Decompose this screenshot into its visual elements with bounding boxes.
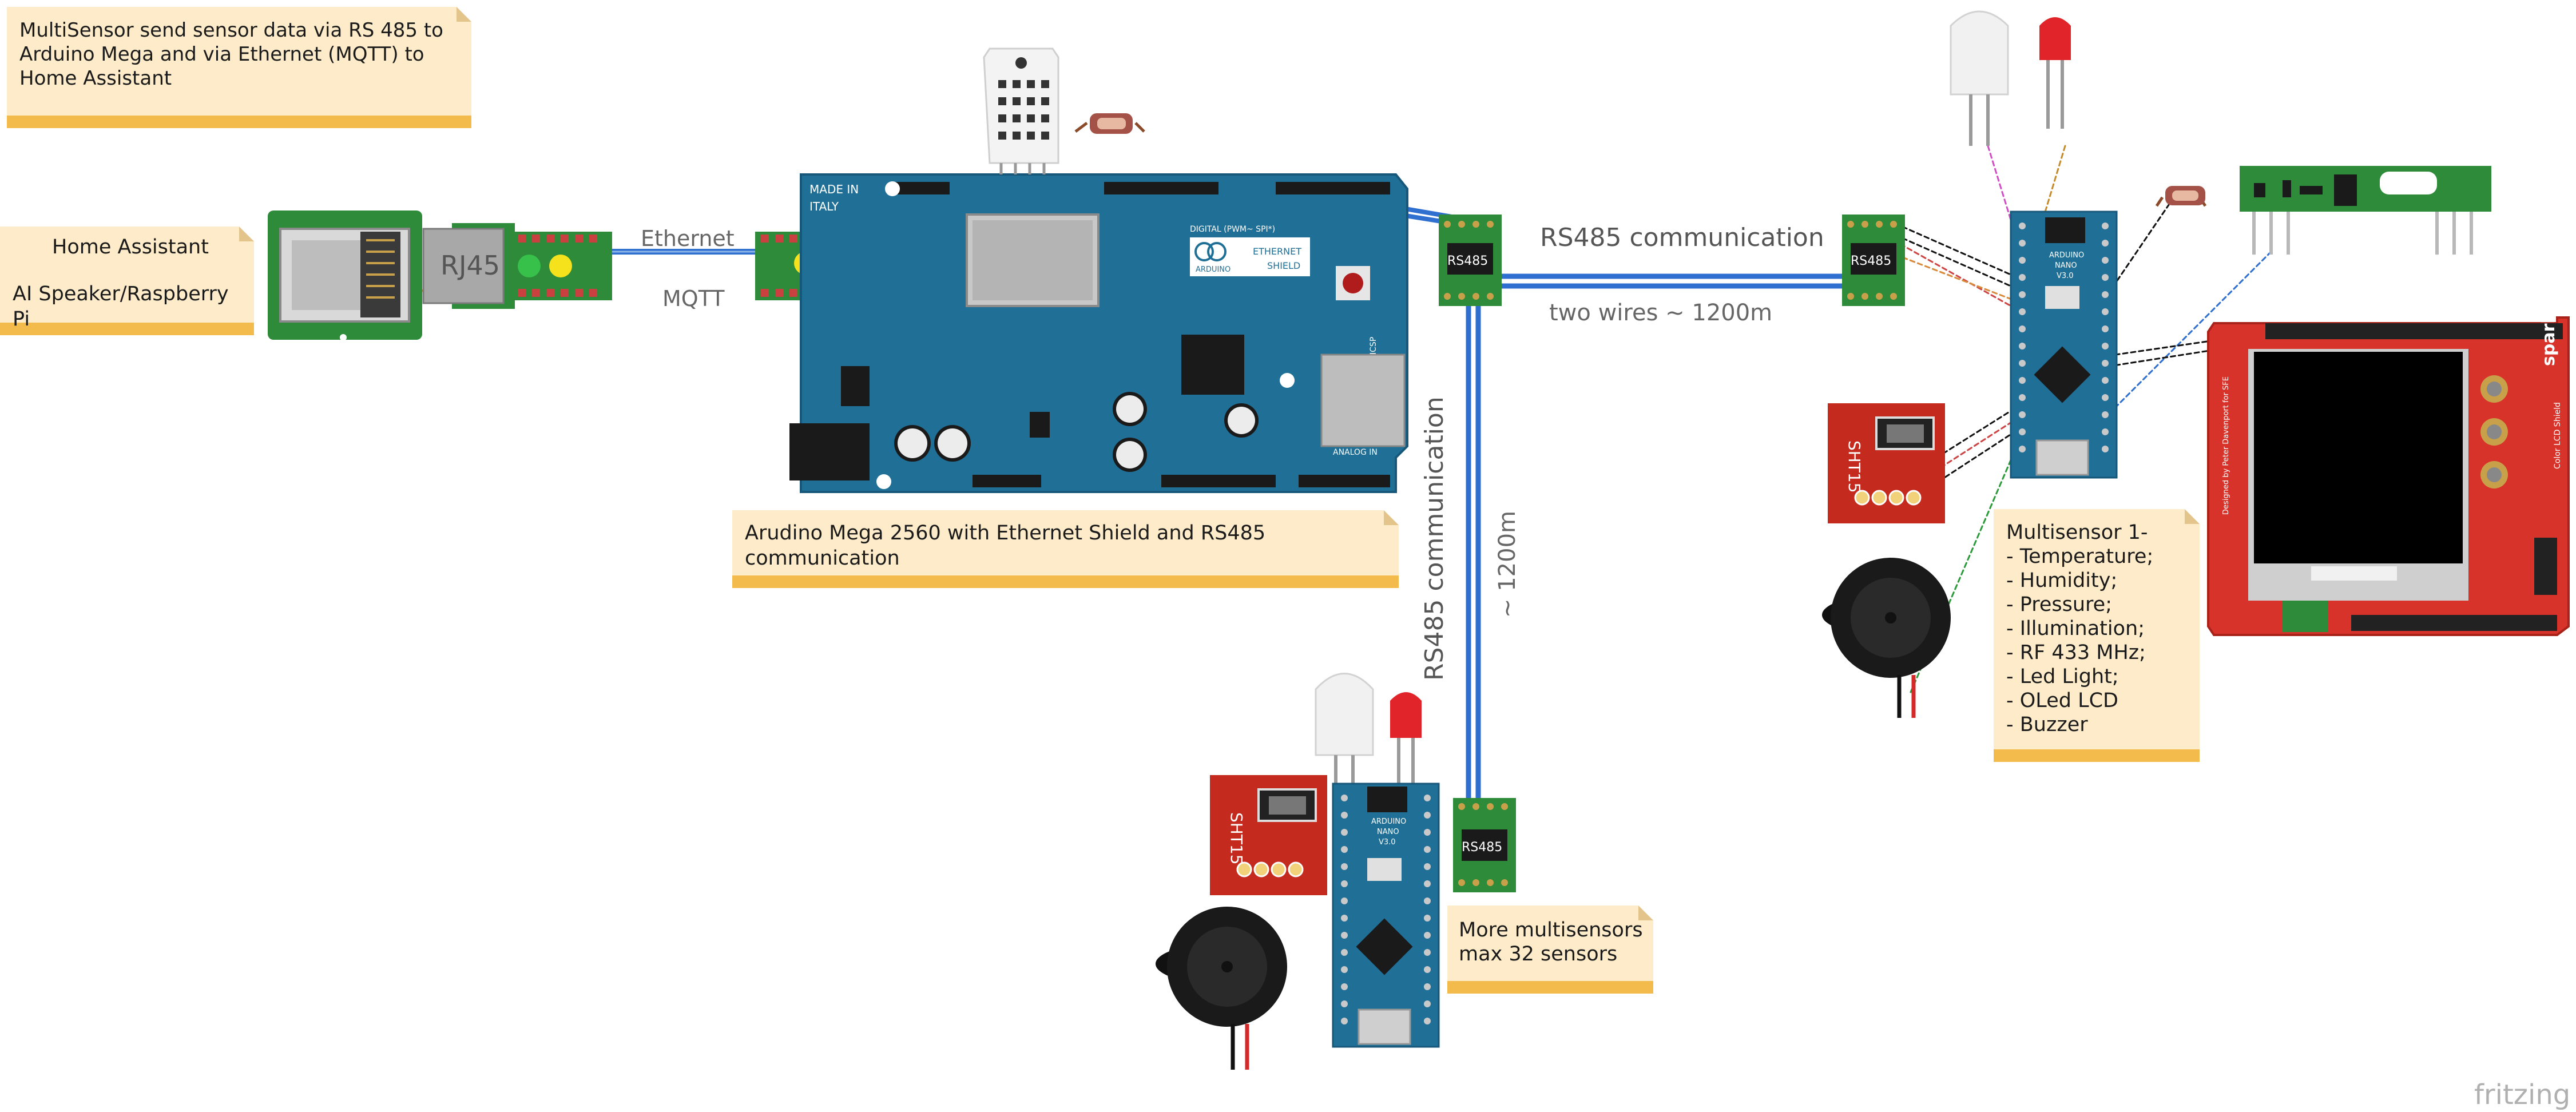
- digital-label: DIGITAL (PWM~ SPI*): [1190, 225, 1275, 234]
- nano1-arduino-label: ARDUINO: [2049, 251, 2084, 260]
- two-wires-label: two wires ~ 1200m: [1549, 300, 1772, 326]
- sht15-label-1: SHT15: [1845, 440, 1864, 493]
- multisensor-item: - RF 433 MHz;: [2006, 641, 2146, 664]
- rj45-breakout-left: [515, 232, 612, 300]
- multisensor-note: Multisensor 1- - Temperature; - Humidity…: [1994, 509, 2200, 762]
- red-led-2: [1390, 692, 1422, 792]
- red-led-1: [2039, 17, 2071, 129]
- icsp-label: ICSP: [1369, 337, 1378, 355]
- sht15-sensor-2: SHT15: [1210, 775, 1327, 895]
- multisensor-item: - OLed LCD: [2006, 689, 2118, 712]
- sparkfun-label: sparkfun.com: [2539, 234, 2559, 366]
- rs485-module-mega: RS485: [1439, 215, 1502, 306]
- rf433-receiver: [2240, 166, 2491, 255]
- intro-text: MultiSensor send sensor data via RS 485 …: [19, 19, 443, 90]
- buzzer-1: [1822, 558, 1951, 718]
- rs485-communication-label: RS485 communication: [1540, 223, 1824, 252]
- sparkfun-design-label: Designed by Peter Davenport for SFE: [2222, 376, 2230, 515]
- rs485-label-mega: RS485: [1447, 254, 1488, 268]
- multisensor-item: - Pressure;: [2006, 593, 2112, 616]
- nano2-version-label: V3.0: [1379, 838, 1396, 847]
- multisensor-item: - Humidity;: [2006, 569, 2118, 592]
- shield-label: SHIELD: [1267, 260, 1300, 271]
- intro-note: MultiSensor send sensor data via RS 485 …: [7, 7, 471, 128]
- ethernet-label-text: Ethernet: [641, 226, 735, 251]
- sparkfun-color-lcd-shield: sparkfun.com Color LCD Shield Designed b…: [2207, 234, 2570, 636]
- multisensor-item: Multisensor 1-: [2006, 521, 2148, 544]
- white-led-1: [1950, 10, 2009, 146]
- more-sensors-note: More multisensors max 32 sensors: [1447, 906, 1653, 994]
- buzzer-2: [1156, 907, 1287, 1070]
- dht22-sensor: [983, 47, 1059, 174]
- arduino-nano-1: ARDUINO NANO V3.0: [2010, 211, 2118, 479]
- mega-note-text: Arudino Mega 2560 with Ethernet Shield a…: [745, 522, 1266, 570]
- rs485-module-sensor1: RS485: [1842, 215, 1905, 306]
- rj45-label-left: RJ45: [440, 250, 500, 281]
- rj45-plug-left: RJ45: [422, 223, 515, 309]
- more-sensors-line-2: max 32 sensors: [1459, 943, 1618, 966]
- arduino-mega-ethernet-shield: MADE IN ITALY ARDUINO ETHERNET SHIELD DI…: [789, 173, 1408, 493]
- sparkfun-sub-label: Color LCD Shield: [2553, 402, 2562, 469]
- mqtt-label-text: MQTT: [662, 286, 725, 311]
- nano1-version-label: V3.0: [2057, 272, 2074, 280]
- multisensor-item: - Buzzer: [2006, 713, 2088, 736]
- nano2-arduino-label: ARDUINO: [1371, 817, 1406, 826]
- photoresistor-1: [1074, 113, 1145, 134]
- home-assistant-note: Home Assistant AI Speaker/Raspberry Pi: [0, 227, 254, 335]
- home-assistant-rj45-jack: [268, 211, 422, 341]
- home-assistant-subtitle: AI Speaker/Raspberry Pi: [13, 283, 229, 331]
- italy-label: ITALY: [809, 200, 839, 213]
- photoresistor-2: [2155, 186, 2207, 207]
- multisensor-item: - Led Light;: [2006, 665, 2119, 688]
- sht15-sensor-1: SHT15: [1828, 403, 1945, 523]
- nano2-nano-label: NANO: [1377, 828, 1399, 836]
- ethernet-label: ETHERNET: [1253, 246, 1301, 257]
- rs485-module-sensor2: RS485: [1453, 798, 1516, 892]
- distance-vertical-label: ~ 1200m: [1494, 511, 1521, 618]
- mega-note: Arudino Mega 2560 with Ethernet Shield a…: [732, 510, 1399, 588]
- more-sensors-line-1: More multisensors: [1459, 919, 1643, 942]
- arduino-brand-label: ARDUINO: [1196, 265, 1231, 274]
- multisensor-item: - Illumination;: [2006, 617, 2145, 640]
- made-in-label: MADE IN: [809, 182, 859, 196]
- nano1-nano-label: NANO: [2055, 261, 2077, 270]
- home-assistant-title: Home Assistant: [52, 236, 209, 259]
- rs485-vertical-label: RS485 communication: [1420, 396, 1449, 681]
- fritzing-logo: fritzing: [2474, 1079, 2570, 1111]
- multisensor-item: - Temperature;: [2006, 545, 2154, 568]
- rs485-label-sensor1: RS485: [1851, 254, 1891, 268]
- rs485-label-sensor2: RS485: [1462, 840, 1502, 855]
- analog-in-label: ANALOG IN: [1333, 448, 1378, 457]
- sht15-label-2: SHT15: [1227, 812, 1246, 865]
- arduino-nano-2: ARDUINO NANO V3.0: [1332, 783, 1440, 1048]
